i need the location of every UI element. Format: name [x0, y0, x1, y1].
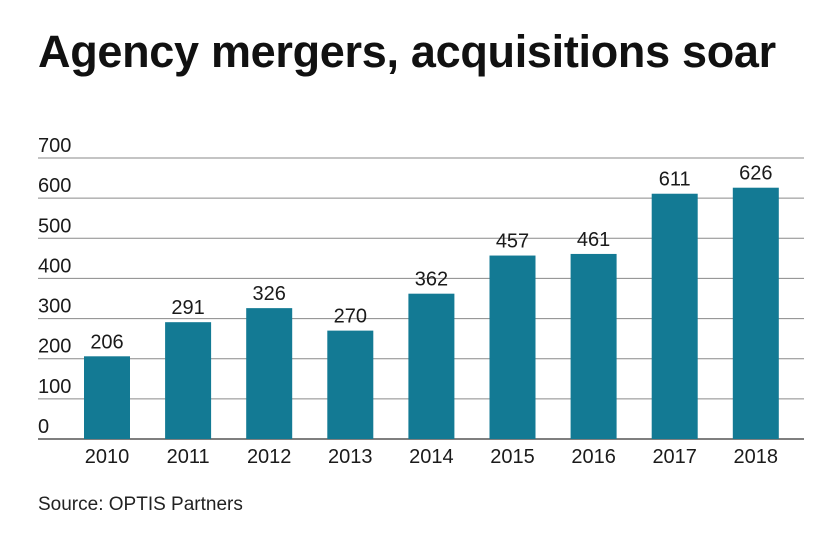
y-tick-label-500: 500	[38, 215, 71, 237]
bar-2018	[732, 187, 779, 439]
value-label-2010: 206	[90, 331, 123, 353]
bar-2014	[408, 293, 455, 439]
y-tick-label-300: 300	[38, 296, 71, 318]
x-tick-label-2010: 2010	[85, 446, 130, 468]
x-tick-label-2016: 2016	[571, 446, 616, 468]
bar-2010	[84, 356, 130, 439]
y-tick-label-200: 200	[38, 336, 71, 358]
bar-2017	[651, 193, 698, 439]
x-tick-label-2014: 2014	[409, 446, 454, 468]
chart-title: Agency mergers, acquisitions soar	[38, 26, 776, 77]
y-tick-label-400: 400	[38, 255, 71, 277]
x-tick-label-2015: 2015	[490, 446, 535, 468]
bar-2011	[165, 322, 212, 439]
value-label-2015: 457	[496, 231, 529, 253]
value-label-2016: 461	[577, 229, 610, 251]
x-tick-label-2017: 2017	[652, 446, 697, 468]
value-label-2018: 626	[739, 163, 772, 185]
x-tick-label-2013: 2013	[328, 446, 373, 468]
x-tick-label-2011: 2011	[167, 446, 210, 468]
bar-2013	[327, 330, 374, 439]
value-label-2011: 291	[171, 297, 204, 319]
x-tick-label-2012: 2012	[247, 446, 292, 468]
value-label-2014: 362	[415, 269, 448, 291]
source-note: Source: OPTIS Partners	[38, 494, 243, 515]
value-label-2017: 611	[659, 169, 691, 191]
y-tick-label-0: 0	[38, 416, 49, 438]
x-tick-label-2018: 2018	[734, 446, 779, 468]
y-tick-label-600: 600	[38, 175, 71, 197]
bar-2012	[246, 308, 293, 439]
value-label-2013: 270	[334, 306, 367, 328]
bar-2015	[489, 255, 536, 439]
value-label-2012: 326	[253, 283, 286, 305]
bar-2016	[570, 253, 617, 439]
y-tick-label-700: 700	[38, 135, 71, 157]
y-tick-label-100: 100	[38, 376, 71, 398]
